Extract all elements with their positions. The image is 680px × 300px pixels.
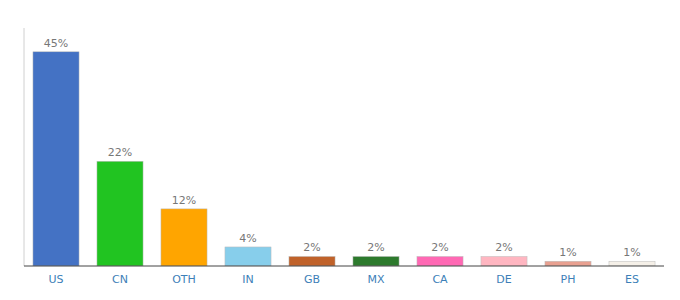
data-label: 2% (303, 241, 320, 254)
data-label: 1% (623, 246, 640, 259)
bar (353, 256, 399, 266)
x-tick-label: GB (304, 273, 320, 286)
data-label: 45% (44, 37, 68, 50)
bars (33, 52, 655, 266)
data-label: 2% (367, 241, 384, 254)
data-label: 2% (431, 241, 448, 254)
y-axis-line (24, 28, 25, 266)
bar (225, 247, 271, 266)
data-label: 22% (108, 146, 132, 159)
x-tick-label: OTH (172, 273, 196, 286)
x-tick-label: CA (432, 273, 448, 286)
x-tick-label: US (48, 273, 63, 286)
data-label: 2% (495, 241, 512, 254)
data-label: 1% (559, 246, 576, 259)
bar (417, 256, 463, 266)
bar (97, 161, 143, 266)
data-label: 4% (239, 232, 256, 245)
x-tick-label: ES (625, 273, 639, 286)
x-tick-label: PH (561, 273, 576, 286)
bar (545, 261, 591, 266)
x-tick-label: CN (112, 273, 128, 286)
bar (33, 52, 79, 266)
chart: 45% 22% 12% 4% 2% 2% 2% 2% 1% 1% US CN OTH IN GB MX CA DE… (0, 0, 680, 300)
data-label: 12% (172, 194, 196, 207)
bar (161, 209, 207, 266)
x-tick-label: IN (242, 273, 253, 286)
bar (481, 256, 527, 266)
x-tick-label: MX (367, 273, 384, 286)
bar (289, 256, 335, 266)
x-axis-line (24, 266, 664, 267)
bar (609, 261, 655, 266)
x-tick-label: DE (496, 273, 511, 286)
